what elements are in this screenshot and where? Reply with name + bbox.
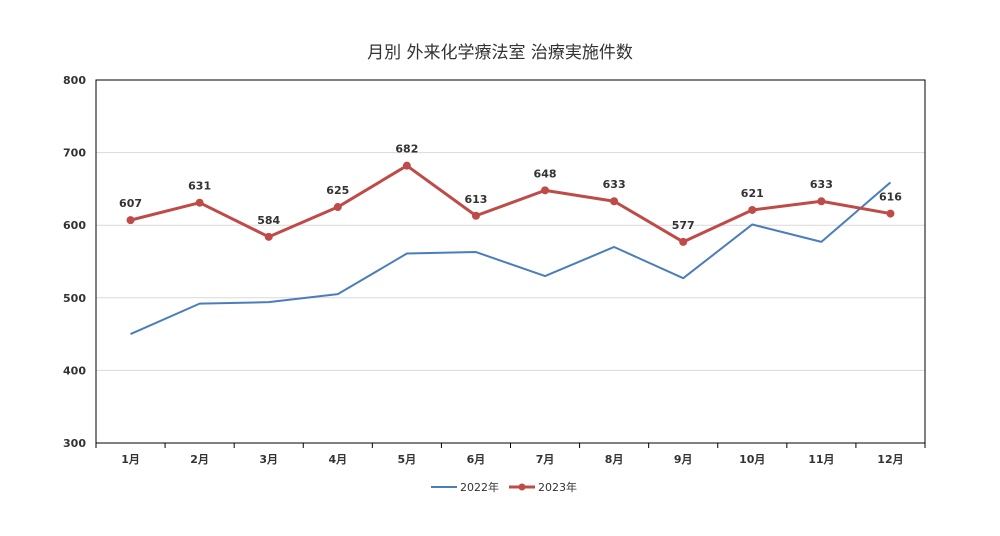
x-tick-label: 11月 bbox=[808, 453, 834, 466]
legend: 2022年 2023年 bbox=[431, 480, 577, 494]
series-group: 607 631 584 625 682 613 648 633 577 621 633 616 bbox=[119, 143, 902, 336]
x-tick-label: 1月 bbox=[121, 453, 140, 466]
chart-title: 月別 外来化学療法室 治療実施件数 bbox=[367, 43, 633, 63]
data-point bbox=[126, 216, 135, 225]
data-point bbox=[817, 197, 826, 206]
y-axis: 300 400 500 600 700 800 bbox=[63, 74, 86, 450]
data-label: 577 bbox=[672, 219, 695, 232]
x-tick-label: 12月 bbox=[877, 453, 903, 466]
series-0 bbox=[130, 181, 892, 336]
gridlines bbox=[96, 79, 925, 444]
legend-label: 2023年 bbox=[538, 480, 577, 494]
x-axis: 1月 2月 3月 4月 5月 6月 7月 8月 9月 10月 11月 12月 bbox=[95, 443, 926, 466]
legend-label: 2022年 bbox=[460, 480, 499, 494]
x-tick-label: 3月 bbox=[259, 453, 278, 466]
y-tick-label: 700 bbox=[63, 147, 86, 160]
data-point bbox=[748, 205, 757, 214]
data-label: 625 bbox=[326, 184, 349, 197]
data-point bbox=[402, 161, 411, 170]
data-label: 616 bbox=[879, 191, 902, 204]
data-label: 613 bbox=[464, 193, 487, 206]
data-point bbox=[471, 211, 480, 220]
x-tick-label: 5月 bbox=[398, 453, 417, 466]
data-point bbox=[195, 198, 204, 207]
data-point bbox=[679, 237, 688, 246]
x-tick-label: 2月 bbox=[190, 453, 209, 466]
y-tick-label: 300 bbox=[63, 437, 86, 450]
legend-item-1: 2023年 bbox=[509, 480, 577, 494]
series-line bbox=[130, 181, 892, 336]
data-label: 633 bbox=[810, 178, 833, 191]
legend-marker bbox=[518, 483, 526, 491]
x-tick-label: 7月 bbox=[536, 453, 555, 466]
plot-area bbox=[95, 79, 926, 444]
y-tick-label: 600 bbox=[63, 219, 86, 232]
x-tick-label: 9月 bbox=[674, 453, 693, 466]
legend-item-0: 2022年 bbox=[431, 480, 499, 494]
data-point bbox=[610, 197, 619, 206]
data-label: 682 bbox=[395, 143, 418, 156]
y-tick-label: 400 bbox=[63, 364, 86, 377]
series-line bbox=[130, 164, 891, 244]
x-tick-label: 6月 bbox=[467, 453, 486, 466]
data-point bbox=[541, 186, 550, 195]
data-label: 621 bbox=[741, 187, 764, 200]
data-label: 607 bbox=[119, 197, 142, 210]
data-label: 631 bbox=[188, 180, 211, 193]
series-1: 607 631 584 625 682 613 648 633 577 621 633 616 bbox=[119, 143, 902, 246]
data-point bbox=[333, 203, 342, 212]
data-label: 648 bbox=[534, 167, 557, 180]
data-point bbox=[886, 209, 895, 218]
y-tick-label: 500 bbox=[63, 292, 86, 305]
x-tick-label: 4月 bbox=[328, 453, 347, 466]
data-label: 633 bbox=[603, 178, 626, 191]
data-label: 584 bbox=[257, 214, 280, 227]
y-tick-label: 800 bbox=[63, 74, 86, 87]
x-tick-label: 10月 bbox=[739, 453, 765, 466]
x-tick-label: 8月 bbox=[605, 453, 624, 466]
data-point bbox=[264, 232, 273, 241]
